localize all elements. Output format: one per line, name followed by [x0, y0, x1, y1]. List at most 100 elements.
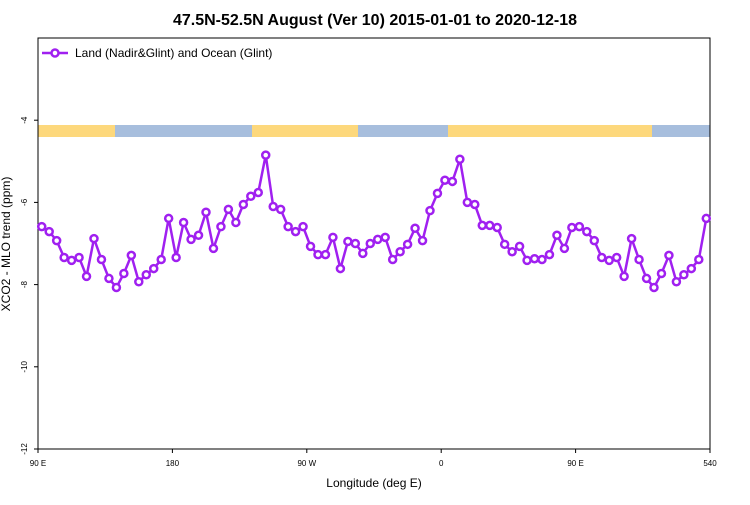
x-tick-label: 540 [703, 459, 717, 468]
data-point [313, 249, 323, 260]
data-point [126, 250, 137, 261]
data-point [537, 254, 547, 265]
data-point [141, 269, 152, 280]
x-axis-label: Longitude (deg E) [326, 476, 421, 490]
data-point [574, 221, 585, 232]
legend-label: Land (Nadir&Glint) and Ocean (Glint) [75, 46, 272, 60]
ocean-segment [358, 125, 448, 137]
y-tick-label: -8 [20, 280, 29, 288]
land-segment [448, 125, 652, 137]
data-point [619, 271, 629, 282]
data-point [582, 226, 592, 237]
data-point [208, 243, 219, 254]
data-point [134, 276, 144, 287]
data-point [514, 241, 525, 252]
data-point [552, 230, 562, 241]
land-segment [38, 125, 115, 137]
data-point [701, 213, 712, 224]
data-point [455, 154, 465, 164]
data-point [410, 223, 420, 234]
data-point [253, 187, 264, 198]
data-point [372, 234, 383, 245]
x-tick-label: 90 E [567, 459, 583, 468]
data-point [626, 233, 637, 244]
x-tick-label: 0 [439, 459, 444, 468]
legend-item: Land (Nadir&Glint) and Ocean (Glint) [42, 46, 272, 60]
data-point [156, 254, 166, 265]
land-segment [252, 125, 358, 137]
data-point [163, 213, 174, 224]
data-point [283, 221, 293, 232]
land-ocean-strip [38, 125, 710, 137]
data-point [447, 176, 458, 187]
data-point [193, 230, 204, 241]
data-point [604, 255, 614, 266]
data-point [231, 217, 241, 228]
y-tick-label: -6 [20, 198, 29, 206]
y-tick-label: -4 [20, 116, 29, 124]
data-point [656, 268, 667, 279]
data-point [499, 239, 510, 250]
data-point [59, 252, 69, 263]
data-point [470, 199, 480, 210]
data-point [350, 238, 361, 249]
data-point [66, 255, 77, 266]
data-point [664, 250, 674, 261]
data-point [298, 221, 308, 232]
data-point [559, 243, 570, 254]
data-point [694, 254, 704, 265]
data-point [649, 282, 659, 293]
data-point [44, 226, 54, 237]
data-point [178, 217, 189, 228]
data-point [440, 175, 450, 185]
data-point [596, 252, 607, 263]
data-point [275, 204, 286, 215]
data-point [260, 150, 271, 160]
ocean-segment [652, 125, 710, 137]
data-point [223, 204, 234, 215]
data-point [529, 253, 540, 264]
data-point [268, 201, 278, 212]
data-point [81, 271, 92, 282]
data-point [89, 233, 99, 244]
data-line [41, 154, 708, 290]
data-point [671, 276, 682, 287]
y-tick-label: -10 [20, 360, 29, 372]
data-point [634, 254, 644, 265]
data-point [484, 220, 495, 231]
data-point [51, 235, 62, 246]
data-point [462, 197, 473, 208]
data-point [567, 222, 577, 233]
data-point [402, 239, 413, 250]
data-point [119, 268, 129, 279]
chart-title: 47.5N-52.5N August (Ver 10) 2015-01-01 t… [173, 12, 577, 29]
data-point [238, 199, 249, 210]
data-point [417, 235, 428, 246]
data-point [320, 249, 331, 260]
data-point [305, 241, 316, 252]
data-point [611, 252, 622, 263]
y-tick-label: -12 [20, 443, 29, 455]
data-point [216, 221, 226, 232]
data-point [96, 254, 107, 265]
data-point [477, 220, 488, 231]
y-axis-label: XCO2 - MLO trend (ppm) [0, 177, 13, 312]
data-point [544, 249, 555, 260]
data-point [111, 282, 122, 293]
ocean-segment [115, 125, 252, 137]
data-point [74, 252, 84, 263]
data-point [432, 188, 443, 199]
data-point [246, 191, 256, 201]
data-point [380, 232, 390, 243]
data-point [507, 246, 517, 257]
data-point [686, 263, 697, 274]
x-tick-label: 90 E [30, 459, 46, 468]
x-tick-label: 90 W [297, 459, 316, 468]
data-point [104, 273, 114, 284]
data-point [343, 236, 353, 247]
data-point [186, 234, 196, 245]
data-point [365, 238, 376, 249]
data-point [387, 254, 398, 265]
